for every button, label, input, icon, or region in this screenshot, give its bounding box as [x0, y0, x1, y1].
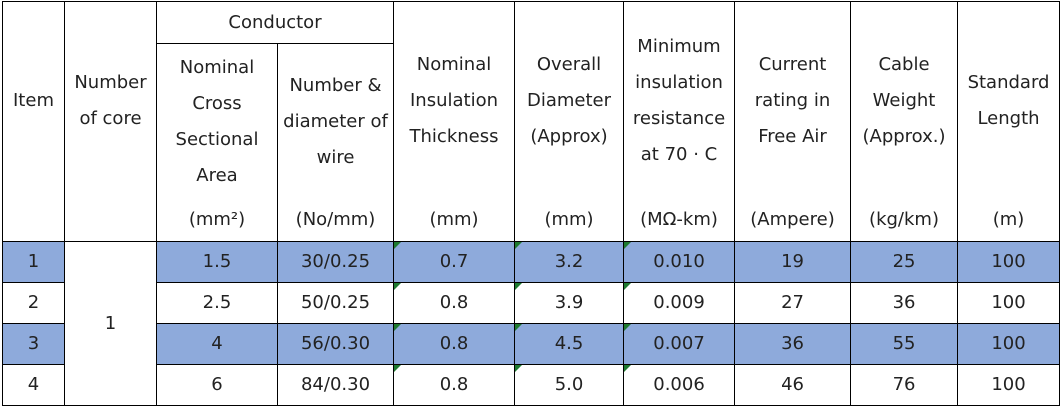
cell-length: 100 — [957, 241, 1061, 283]
unit-insulation: (mm) — [393, 199, 516, 242]
cell-area: 6 — [156, 364, 278, 406]
cell-current: 36 — [734, 323, 852, 365]
header-standard-length: Standard Length — [957, 1, 1061, 200]
cell-resistance: 0.006 — [623, 364, 736, 406]
cell-insulation: 0.7 — [393, 241, 516, 283]
header-conductor: Conductor — [155, 1, 395, 44]
header-number-diameter-wire: Number & diameter of wire — [276, 43, 395, 200]
header-item: Item — [2, 1, 65, 200]
cell-item: 1 — [2, 241, 65, 283]
cell-diameter: 3.2 — [514, 241, 625, 283]
cell-weight: 25 — [850, 241, 959, 283]
cell-wire: 30/0.25 — [276, 241, 395, 283]
table-row: 4 6 84/0.30 0.8 5.0 0.006 46 76 100 — [2, 364, 1061, 406]
header-overall-diameter: Overall Diameter (Approx) — [514, 1, 625, 200]
unit-wire: (No/mm) — [276, 199, 395, 242]
table-row: 3 4 56/0.30 0.8 4.5 0.007 36 55 100 — [2, 323, 1061, 365]
cell-area: 1.5 — [156, 241, 278, 283]
header-insulation-resistance: Minimum insulation resistance at 70 · C — [623, 1, 736, 200]
unit-resistance: (MΩ-km) — [623, 199, 736, 242]
cell-area: 4 — [156, 323, 278, 365]
unit-core-blank — [64, 199, 157, 242]
table-row: 1 1 1.5 30/0.25 0.7 3.2 0.010 19 25 100 — [2, 241, 1061, 406]
unit-current: (Ampere) — [734, 199, 852, 242]
cell-current: 27 — [734, 282, 852, 324]
cell-diameter: 3.9 — [514, 282, 625, 324]
cell-length: 100 — [957, 364, 1061, 406]
header-current-rating: Current rating in Free Air — [734, 1, 852, 200]
cell-item: 3 — [2, 323, 65, 365]
cell-length: 100 — [957, 282, 1061, 324]
cell-wire: 84/0.30 — [276, 364, 395, 406]
header-cable-weight: Cable Weight (Approx.) — [850, 1, 959, 200]
cell-item: 4 — [2, 364, 65, 406]
cell-insulation: 0.8 — [393, 364, 516, 406]
cell-weight: 55 — [850, 323, 959, 365]
table-row: 2 2.5 50/0.25 0.8 3.9 0.009 27 36 100 — [2, 282, 1061, 324]
cell-current: 46 — [734, 364, 852, 406]
cell-number-of-core: 1 — [64, 241, 157, 406]
cell-current: 19 — [734, 241, 852, 283]
cell-weight: 36 — [850, 282, 959, 324]
header-insulation-thickness: Nominal Insulation Thickness — [393, 1, 516, 200]
cell-insulation: 0.8 — [393, 282, 516, 324]
cell-resistance: 0.010 — [623, 241, 736, 283]
header-number-of-core: Number of core — [64, 1, 157, 200]
cell-length: 100 — [957, 323, 1061, 365]
unit-diameter: (mm) — [514, 199, 625, 242]
unit-length: (m) — [957, 199, 1061, 242]
cell-diameter: 4.5 — [514, 323, 625, 365]
cell-wire: 56/0.30 — [276, 323, 395, 365]
header-cross-sectional-area: Nominal Cross Sectional Area — [156, 43, 278, 200]
cell-weight: 76 — [850, 364, 959, 406]
unit-item-blank — [2, 199, 65, 242]
cell-wire: 50/0.25 — [276, 282, 395, 324]
unit-weight: (kg/km) — [850, 199, 959, 242]
cell-resistance: 0.007 — [623, 323, 736, 365]
cell-diameter: 5.0 — [514, 364, 625, 406]
cell-item: 2 — [2, 282, 65, 324]
cell-area: 2.5 — [156, 282, 278, 324]
cell-insulation: 0.8 — [393, 323, 516, 365]
unit-area: (mm²) — [156, 199, 278, 242]
cell-resistance: 0.009 — [623, 282, 736, 324]
